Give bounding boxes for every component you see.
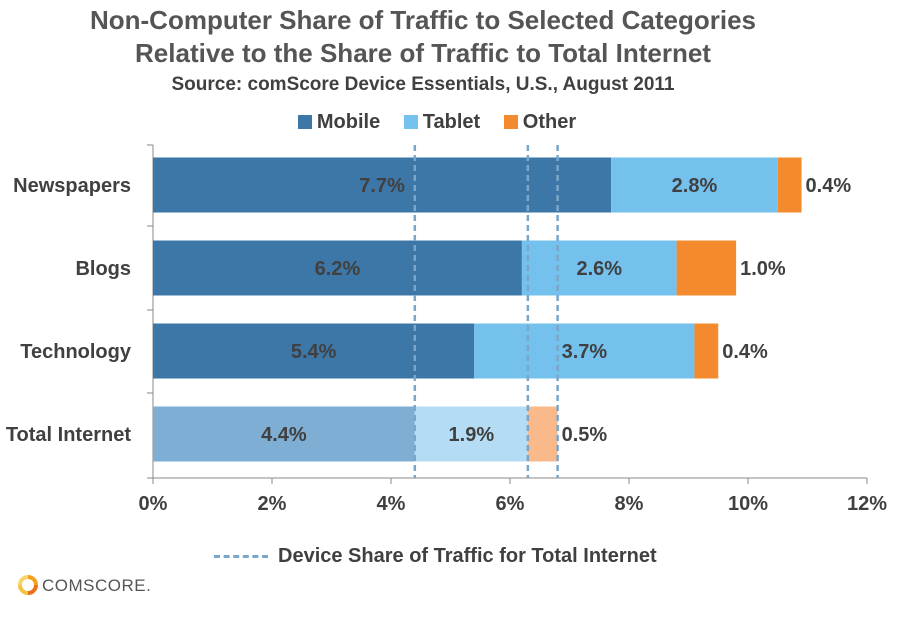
chart-subtitle: Source: comScore Device Essentials, U.S.… xyxy=(171,74,675,95)
x-tick-label: 0% xyxy=(139,493,168,515)
category-label: Total Internet xyxy=(6,424,132,446)
bar-mobile xyxy=(153,157,612,213)
category-label: Technology xyxy=(20,341,132,363)
legend-item-mobile: Mobile xyxy=(297,111,381,134)
x-tick-label: 10% xyxy=(728,493,768,515)
data-label: 1.9% xyxy=(449,424,495,446)
chart-title: Non-Computer Share of Traffic to Selecte… xyxy=(89,5,756,35)
bar-mobile xyxy=(153,406,415,462)
bar-chart: 0% 2% 4% 6% 8% 10% 12% Newspapers 7.7% 2.8% 0.4% Bl… xyxy=(6,144,887,515)
chart-legend: Mobile Tablet Other xyxy=(0,111,874,134)
x-tick-label: 2% xyxy=(258,493,287,515)
bar-tablet xyxy=(611,157,778,213)
comscore-logo-icon xyxy=(18,575,38,595)
data-label: 4.4% xyxy=(261,424,307,446)
bar-other xyxy=(777,157,802,213)
legend-swatch-other xyxy=(503,115,518,129)
bar-other xyxy=(694,323,719,379)
bar-tablet xyxy=(521,240,677,296)
comscore-logo: COMSCORE. xyxy=(18,575,151,596)
legend-item-other: Other xyxy=(503,111,577,134)
x-tick-label: 4% xyxy=(377,493,406,515)
data-label: 0.4% xyxy=(806,175,852,197)
x-tick-label: 8% xyxy=(615,493,644,515)
reference-line-swatch xyxy=(214,555,268,559)
data-label: 2.8% xyxy=(672,175,718,197)
bar-mobile xyxy=(153,240,522,296)
data-label: 7.7% xyxy=(359,175,405,197)
reference-line-legend: Device Share of Traffic for Total Intern… xyxy=(214,545,657,568)
chart-title-line-2: Relative to the Share of Traffic to Tota… xyxy=(135,38,711,68)
legend-swatch-tablet xyxy=(403,115,418,129)
legend-item-tablet: Tablet xyxy=(403,111,481,134)
data-label: 0.5% xyxy=(562,424,608,446)
legend-swatch-mobile xyxy=(297,115,312,129)
legend-label-other: Other xyxy=(522,111,577,133)
reference-line-label: Device Share of Traffic for Total Intern… xyxy=(278,545,657,567)
legend-label-mobile: Mobile xyxy=(316,111,381,133)
x-tick-label: 6% xyxy=(496,493,525,515)
category-label: Blogs xyxy=(75,258,131,280)
x-tick-label: 12% xyxy=(847,493,887,515)
data-label: 1.0% xyxy=(740,258,786,280)
comscore-logo-text: COMSCORE. xyxy=(42,576,152,595)
data-label: 5.4% xyxy=(291,341,337,363)
bar-tablet xyxy=(474,323,695,379)
data-label: 2.6% xyxy=(576,258,622,280)
bar-other xyxy=(527,406,558,462)
data-label: 3.7% xyxy=(562,341,608,363)
legend-label-tablet: Tablet xyxy=(422,111,481,133)
bar-tablet xyxy=(414,406,528,462)
category-label: Newspapers xyxy=(13,175,131,197)
bar-other xyxy=(676,240,737,296)
data-label: 0.4% xyxy=(722,341,768,363)
data-label: 6.2% xyxy=(315,258,361,280)
bar-mobile xyxy=(153,323,475,379)
